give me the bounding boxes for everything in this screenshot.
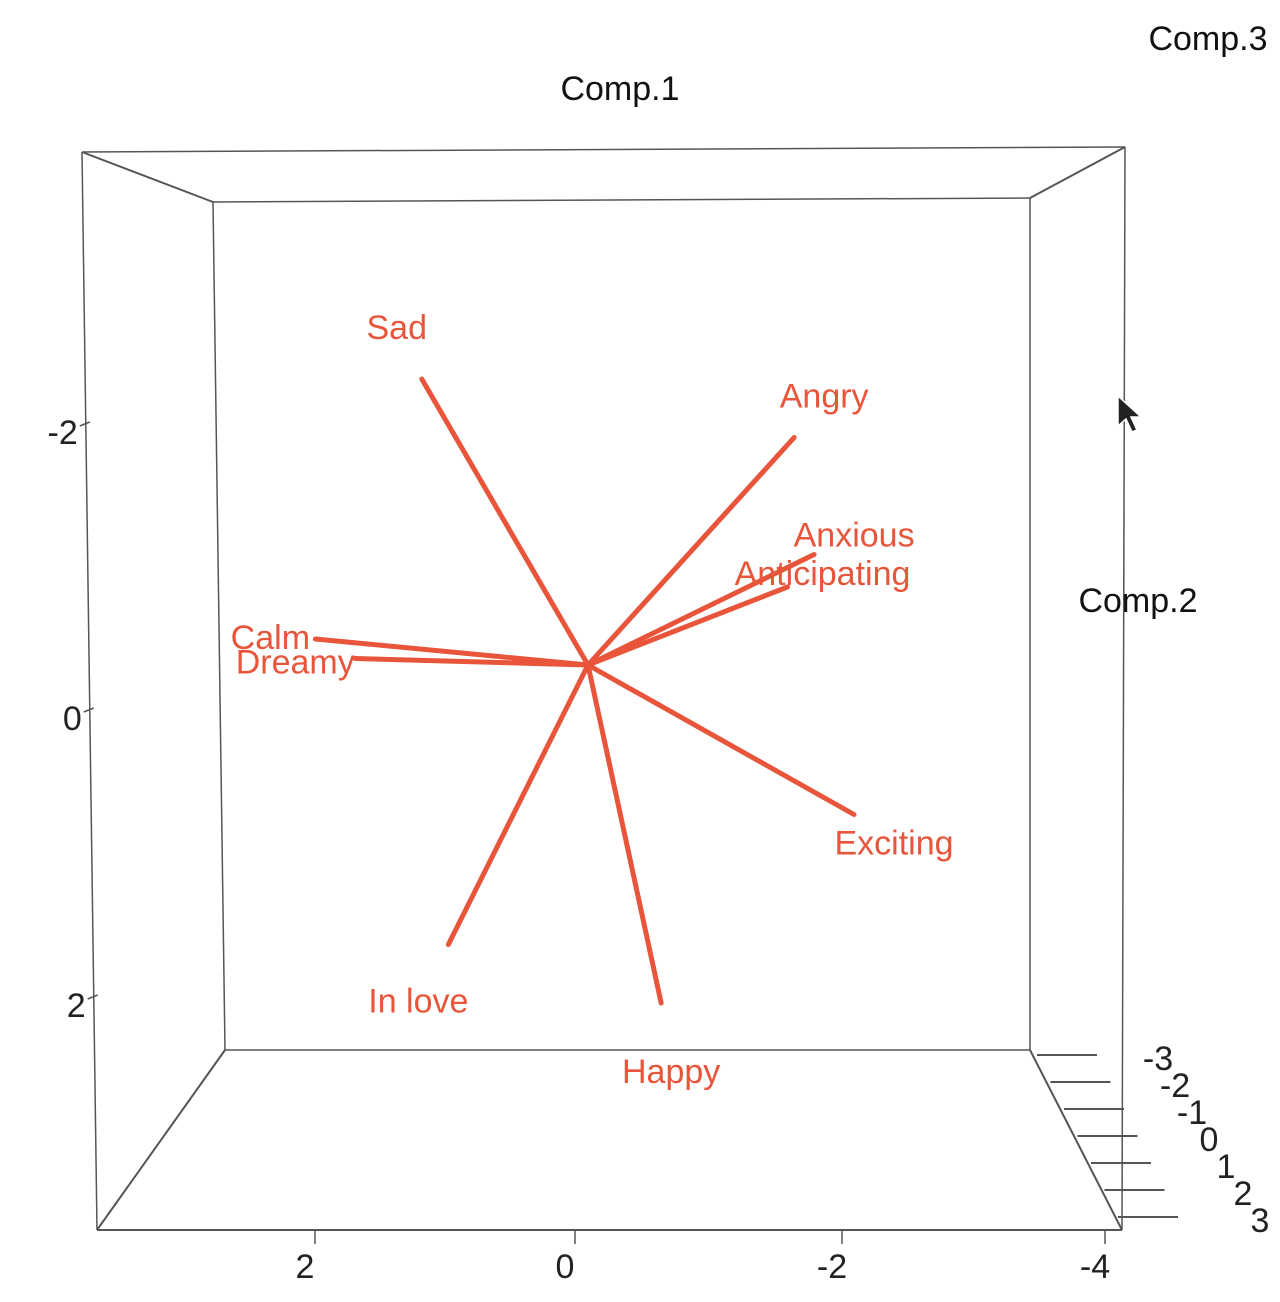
- comp3-tick-label: -2: [1160, 1067, 1190, 1105]
- arrow-sad: [419, 376, 591, 668]
- arrow-exciting: [585, 662, 857, 817]
- comp2-axis-title: Comp.2: [1078, 582, 1197, 620]
- comp3-axis-title: Comp.3: [1148, 20, 1267, 58]
- comp2-tick: [83, 707, 95, 713]
- comp3-tick-label: -1: [1177, 1094, 1207, 1132]
- label-happy: Happy: [622, 1053, 720, 1091]
- arrow-angry: [585, 435, 797, 668]
- arrow-in-love: [445, 662, 591, 947]
- comp3-tick-label: 3: [1251, 1202, 1270, 1240]
- comp1-tick-label: -2: [817, 1248, 847, 1286]
- label-exciting: Exciting: [834, 825, 953, 863]
- label-in-love: In love: [368, 983, 468, 1021]
- label-sad: Sad: [367, 309, 428, 347]
- arrow-anxious: [585, 552, 817, 668]
- mouse-cursor-icon: [1117, 394, 1143, 433]
- connect-bottom-right: [1029, 1049, 1123, 1231]
- comp3-tick-label: 2: [1234, 1175, 1253, 1213]
- box-frame: [81, 146, 1126, 1231]
- back-left-edge: [212, 201, 226, 1051]
- comp2-tick-label: 0: [63, 700, 82, 738]
- comp2-ticks: -2 0 2: [48, 414, 99, 1025]
- comp3-tick-label: 1: [1217, 1148, 1236, 1186]
- comp2-tick: [87, 994, 99, 1000]
- label-calm: Calm: [231, 619, 310, 657]
- front-right-edge: [1121, 146, 1126, 1231]
- label-dreamy: Dreamy: [236, 644, 355, 682]
- arrow-dreamy: [352, 656, 591, 668]
- label-anxious: Anxious: [794, 517, 915, 555]
- back-top-edge: [212, 197, 1031, 203]
- comp1-tick-label: 0: [556, 1248, 575, 1286]
- label-anticipating: Anticipating: [735, 555, 911, 593]
- connect-top-left: [81, 151, 214, 203]
- arrow-happy: [585, 662, 664, 1006]
- comp1-tick-label: -4: [1080, 1248, 1110, 1286]
- label-angry: Angry: [780, 378, 869, 416]
- comp1-axis-title: Comp.1: [560, 70, 679, 108]
- comp3-tick-label: -3: [1143, 1040, 1173, 1078]
- comp1-tick-label: 2: [296, 1248, 315, 1286]
- comp2-tick: [79, 421, 91, 427]
- comp1-ticks: 2 0 -2 -4: [296, 1230, 1110, 1286]
- comp2-tick-label: -2: [48, 414, 78, 452]
- variable-arrows: [312, 376, 857, 1006]
- arrow-anticipating: [585, 584, 790, 668]
- connect-top-right: [1029, 146, 1126, 199]
- front-top-edge: [81, 146, 1126, 153]
- arrow-calm: [312, 636, 591, 668]
- connect-bottom-left: [96, 1049, 226, 1231]
- comp3-tick-label: 0: [1200, 1121, 1219, 1159]
- comp2-tick-label: 2: [67, 987, 86, 1025]
- front-left-edge: [81, 151, 98, 1231]
